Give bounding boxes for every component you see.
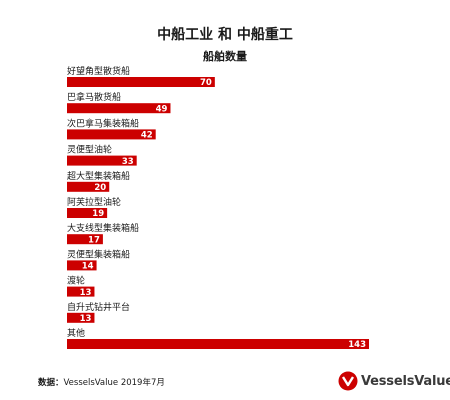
source-text: VesselsValue 2019年7月 <box>63 378 165 388</box>
category-label: 好望角型散货船 <box>67 65 130 77</box>
brand-logo: VesselsValue <box>338 370 450 392</box>
bar-value-label: 13 <box>80 314 92 324</box>
source-note: 数据：VesselsValue 2019年7月 <box>38 376 165 388</box>
category-label: 灵便型集装箱船 <box>67 248 130 260</box>
bar-value-label: 33 <box>122 157 134 167</box>
chart-title: 中船工业 和 中船重工 <box>157 27 293 43</box>
bar <box>67 77 215 87</box>
bar <box>67 260 97 271</box>
bar <box>67 208 108 218</box>
bar-value-label: 49 <box>156 104 168 114</box>
bar <box>67 181 110 192</box>
category-label: 灵便型油轮 <box>67 144 112 156</box>
bar <box>67 103 171 114</box>
category-label: 次巴拿马集装箱船 <box>67 117 139 129</box>
category-label: 其他 <box>67 327 85 339</box>
category-label: 阿芙拉型油轮 <box>67 196 121 208</box>
category-label: 超大型集装箱船 <box>67 170 130 182</box>
bar-value-label: 19 <box>92 209 104 219</box>
bar-value-label: 70 <box>200 78 212 88</box>
bar-value-label: 143 <box>348 340 366 350</box>
bar-value-label: 14 <box>82 262 94 272</box>
source-label: 数据： <box>38 378 64 388</box>
category-label: 自升式钻井平台 <box>67 301 130 313</box>
bar-value-label: 13 <box>80 288 92 298</box>
chart-subtitle: 船舶数量 <box>203 50 247 63</box>
brand-name: VesselsValue <box>361 373 450 389</box>
bar <box>67 155 137 166</box>
category-label: 巴拿马散货船 <box>67 91 121 103</box>
bar <box>67 129 156 140</box>
category-label: 渡轮 <box>67 275 85 287</box>
bar-value-label: 42 <box>141 131 153 141</box>
bar <box>67 312 95 323</box>
bar <box>67 339 369 349</box>
vesselsvalue-logo-icon <box>338 371 358 391</box>
bar <box>67 234 103 245</box>
category-label: 大支线型集装箱船 <box>67 222 139 234</box>
bar <box>67 286 95 297</box>
bar-value-label: 20 <box>94 183 106 193</box>
bar-value-label: 17 <box>88 235 100 245</box>
